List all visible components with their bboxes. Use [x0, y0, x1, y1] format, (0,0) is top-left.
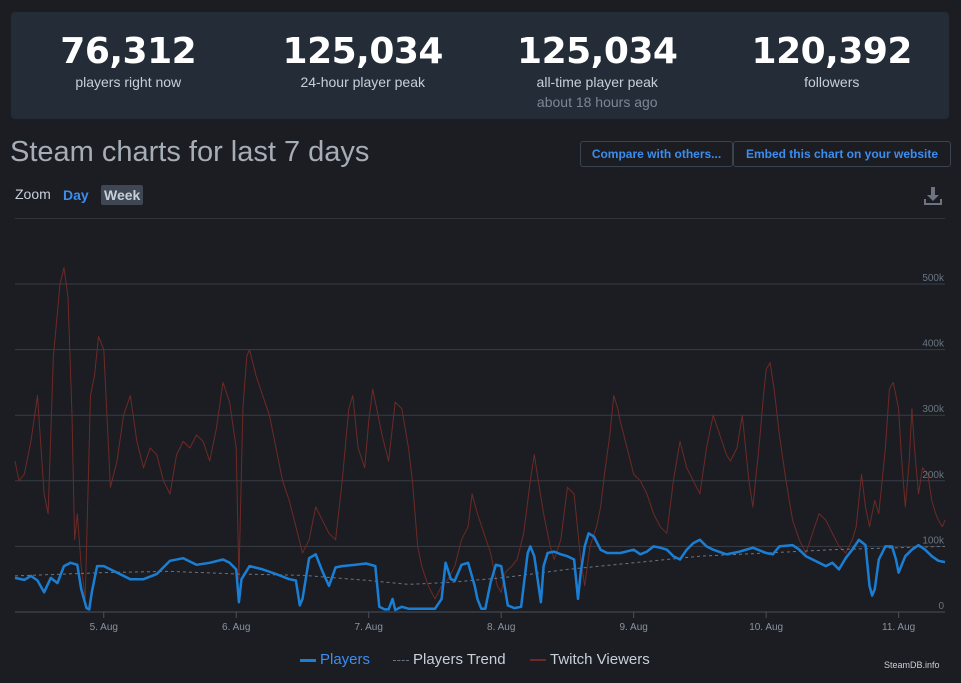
legend-trend-swatch — [393, 659, 409, 661]
chart-top-border — [15, 218, 945, 219]
page-title: Steam charts for last 7 days — [10, 136, 370, 168]
legend-twitch-swatch — [530, 659, 546, 662]
stat-value: 125,034 — [282, 31, 444, 72]
x-tick-label: 5. Aug — [90, 622, 118, 633]
x-tick-label: 7. Aug — [355, 622, 383, 633]
stat-sub: about 18 hours ago — [536, 94, 658, 110]
stats-panel: 76,312 players right now 125,034 24-hour… — [11, 12, 949, 119]
legend-twitch-viewers[interactable]: Twitch Viewers — [530, 650, 650, 670]
stat-label: players right now — [75, 74, 182, 90]
twitch-viewers-series — [14, 267, 946, 600]
compare-button[interactable]: Compare with others... — [580, 141, 733, 167]
stat-followers: 120,392 followers — [715, 12, 950, 119]
y-tick-label: 0 — [938, 601, 944, 612]
stat-24h-peak: 125,034 24-hour player peak — [246, 12, 481, 119]
twitch-viewers-line — [14, 267, 946, 600]
chart-grid — [15, 283, 945, 618]
y-axis-labels: 0 100k 200k 300k 400k 500k — [922, 273, 945, 612]
stat-label: followers — [804, 74, 860, 90]
zoom-week-button[interactable]: Week — [101, 185, 144, 205]
stat-label: all-time player peak — [536, 74, 658, 90]
credits-link[interactable]: SteamDB.info — [884, 660, 940, 670]
zoom-day-button[interactable]: Day — [63, 187, 89, 203]
x-tick-label: 11. Aug — [882, 622, 915, 633]
y-tick-label: 100k — [922, 535, 945, 546]
stat-value: 120,392 — [751, 31, 913, 72]
y-tick-label: 200k — [922, 470, 945, 481]
x-axis-labels: 5. Aug 6. Aug 7. Aug 8. Aug 9. Aug 10. Aug 11.… — [90, 622, 916, 633]
players-series — [14, 532, 946, 612]
stat-value: 76,312 — [60, 31, 197, 72]
x-tick-label: 8. Aug — [487, 622, 515, 633]
legend-twitch-label: Twitch Viewers — [550, 651, 650, 668]
x-tick-label: 9. Aug — [619, 622, 647, 633]
stat-players-now: 76,312 players right now — [11, 12, 246, 119]
legend-players-swatch — [300, 658, 316, 662]
legend-players-trend[interactable]: Players Trend — [393, 650, 506, 670]
legend-trend-label: Players Trend — [413, 651, 506, 668]
zoom-label: Zoom — [15, 186, 51, 202]
download-icon[interactable] — [922, 185, 944, 207]
stat-value: 125,034 — [517, 31, 678, 72]
legend-players[interactable]: Players — [300, 650, 370, 670]
y-tick-label: 500k — [922, 273, 945, 284]
stat-label: 24-hour player peak — [300, 74, 426, 90]
embed-chart-button[interactable]: Embed this chart on your website — [733, 141, 951, 167]
y-tick-label: 400k — [922, 339, 945, 350]
stat-all-time-peak: 125,034 all-time player peak about 18 ho… — [480, 12, 715, 119]
x-tick-label: 10. Aug — [749, 622, 783, 633]
y-tick-label: 300k — [922, 404, 945, 415]
legend-players-label: Players — [320, 651, 371, 668]
x-tick-label: 6. Aug — [222, 622, 250, 633]
players-line — [14, 532, 946, 612]
